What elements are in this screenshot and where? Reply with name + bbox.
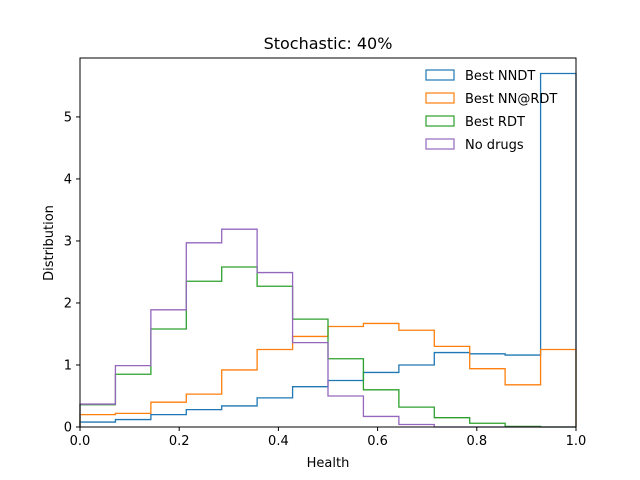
x-axis-ticks: 0.0 0.2 0.4 0.6 0.8 1.0 (70, 427, 587, 449)
legend-label: Best NNDT (465, 69, 535, 84)
axes-frame (79, 57, 577, 428)
x-axis-label: Health (307, 456, 350, 471)
legend-label: Best NN@RDT (465, 92, 557, 107)
legend-label: Best RDT (465, 115, 525, 130)
y-tick-label: 3 (64, 234, 72, 249)
y-tick-label: 1 (64, 358, 72, 373)
y-tick-label: 2 (64, 296, 72, 311)
legend-label: No drugs (465, 138, 524, 153)
legend: Best NNDT Best NN@RDT Best RDT No drugs (425, 69, 557, 153)
y-axis-ticks: 0 1 2 3 4 5 (64, 110, 80, 436)
legend-swatch (425, 138, 455, 150)
y-axis-label: Distribution (42, 205, 57, 281)
y-tick-label: 4 (64, 172, 72, 187)
legend-swatch (425, 92, 455, 104)
y-tick-label: 5 (64, 110, 72, 125)
y-tick-label: 0 (64, 421, 72, 436)
x-tick-label: 1.0 (566, 434, 587, 449)
x-tick-label: 0.0 (70, 434, 91, 449)
x-tick-label: 0.2 (169, 434, 190, 449)
plot-area (79, 57, 577, 428)
legend-swatch (425, 115, 455, 127)
x-tick-label: 0.4 (268, 434, 289, 449)
chart-title: Stochastic: 40% (264, 34, 393, 53)
x-tick-label: 0.6 (367, 434, 388, 449)
legend-swatch (425, 69, 455, 81)
x-tick-label: 0.8 (466, 434, 487, 449)
